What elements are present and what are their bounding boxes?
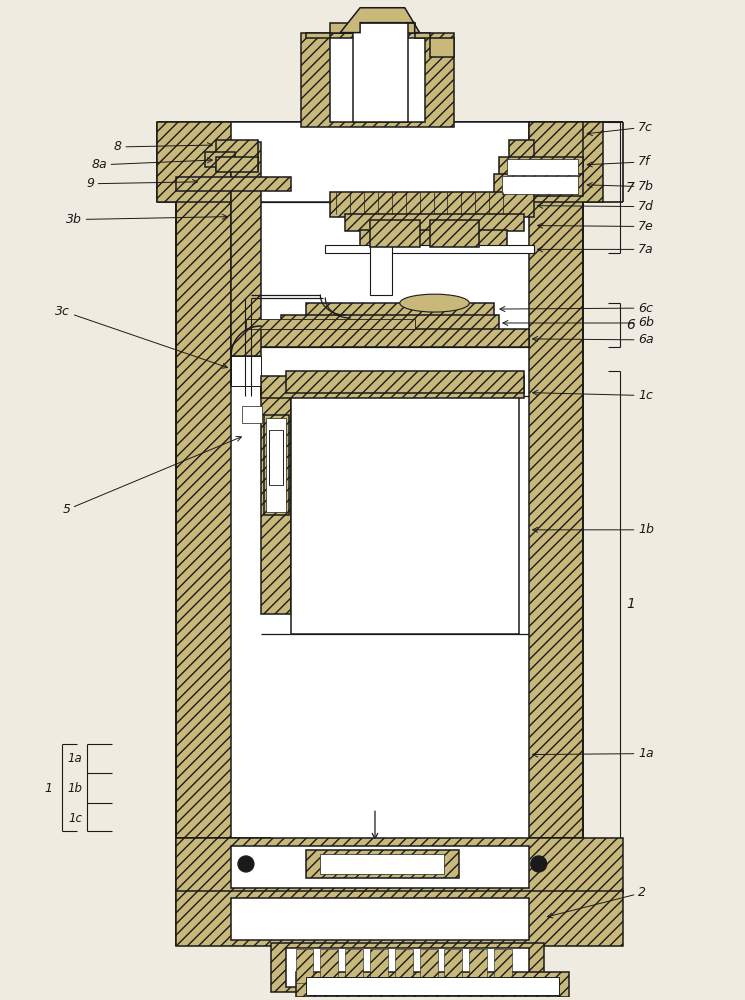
Text: 1c: 1c — [69, 812, 82, 825]
Text: 1c: 1c — [533, 389, 653, 402]
Bar — [261, 376, 524, 398]
Polygon shape — [340, 8, 419, 33]
Circle shape — [530, 856, 547, 872]
Bar — [502, 176, 578, 194]
Text: 6a: 6a — [533, 333, 653, 346]
Bar — [216, 140, 258, 170]
Bar — [326, 245, 533, 253]
Bar — [285, 948, 529, 987]
Text: 7f: 7f — [587, 155, 650, 168]
Bar — [206, 152, 235, 167]
Bar — [177, 177, 291, 191]
Bar — [296, 972, 568, 997]
Bar — [246, 319, 415, 329]
Bar — [177, 891, 623, 946]
Bar — [305, 303, 494, 317]
Text: 7e: 7e — [538, 220, 654, 233]
Bar — [261, 386, 291, 614]
Bar — [231, 846, 529, 888]
Bar — [445, 949, 463, 983]
Bar — [320, 854, 445, 874]
Bar — [266, 418, 285, 512]
Bar — [291, 396, 519, 634]
Bar — [216, 157, 258, 172]
Text: 1: 1 — [45, 782, 52, 795]
Text: 1b: 1b — [67, 782, 82, 795]
Text: 1: 1 — [626, 597, 635, 611]
Bar — [370, 245, 392, 295]
Bar — [231, 142, 529, 838]
Bar — [507, 159, 578, 175]
Text: 7a: 7a — [538, 243, 653, 256]
Bar — [242, 406, 261, 423]
Bar — [281, 315, 499, 331]
Bar — [177, 838, 623, 893]
Bar — [264, 415, 288, 515]
Text: 5: 5 — [63, 436, 241, 516]
Bar — [320, 949, 338, 983]
Text: 1a: 1a — [68, 752, 82, 765]
Text: 6: 6 — [626, 318, 635, 332]
Text: 1b: 1b — [533, 523, 654, 536]
Bar — [353, 23, 408, 122]
Bar — [156, 122, 603, 202]
Bar — [177, 142, 231, 838]
Text: 7c: 7c — [587, 121, 653, 136]
Bar — [269, 430, 282, 485]
Bar — [231, 122, 529, 202]
Bar — [494, 949, 512, 983]
Circle shape — [238, 856, 254, 872]
Text: 2: 2 — [548, 886, 646, 918]
Text: 7d: 7d — [538, 200, 654, 213]
Bar — [296, 949, 314, 983]
Text: 3c: 3c — [55, 305, 227, 368]
Text: 3b: 3b — [66, 213, 227, 226]
Polygon shape — [305, 23, 454, 57]
Bar — [231, 142, 261, 356]
Bar — [370, 949, 388, 983]
Text: 7: 7 — [626, 181, 635, 195]
Bar — [370, 220, 419, 247]
Bar — [529, 122, 583, 167]
Bar — [285, 371, 524, 393]
Text: 6c: 6c — [500, 302, 653, 315]
Bar — [231, 329, 529, 347]
Bar — [360, 230, 507, 247]
Bar — [395, 949, 413, 983]
Bar — [330, 38, 425, 122]
Bar — [300, 33, 454, 127]
Bar — [231, 356, 261, 386]
Text: 7b: 7b — [587, 180, 654, 193]
Bar — [494, 174, 583, 196]
Bar — [499, 157, 583, 177]
Bar — [270, 943, 544, 992]
Bar — [305, 850, 460, 878]
Text: 8: 8 — [114, 140, 212, 153]
Bar — [330, 192, 533, 217]
Bar — [430, 220, 479, 247]
Bar — [305, 977, 559, 995]
Bar — [529, 142, 583, 838]
Text: 8a: 8a — [92, 158, 212, 171]
Bar — [345, 214, 524, 231]
Ellipse shape — [400, 294, 469, 312]
Bar — [509, 140, 533, 162]
Bar — [231, 898, 529, 940]
Bar — [469, 949, 487, 983]
Text: 1a: 1a — [533, 747, 653, 760]
Text: 6b: 6b — [503, 316, 654, 329]
Text: 9: 9 — [86, 177, 197, 190]
Bar — [419, 949, 437, 983]
Bar — [345, 949, 363, 983]
